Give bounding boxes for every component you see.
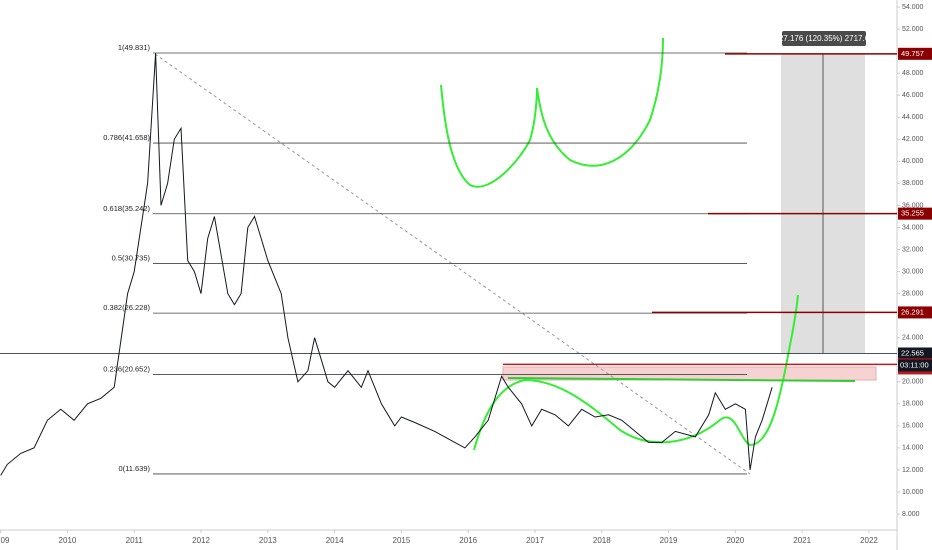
- fib-label: 1(49.831): [118, 43, 151, 52]
- y-tick-label: 16.000: [902, 423, 924, 430]
- y-tick-label: 38.000: [902, 180, 924, 187]
- trend-line: [154, 53, 751, 475]
- x-tick-label: 2020: [726, 536, 744, 545]
- x-tick-label: 2010: [59, 536, 77, 545]
- y-tick-label: 28.000: [902, 290, 924, 297]
- x-tick-label: 2013: [259, 536, 277, 545]
- y-tick-label: 40.000: [902, 158, 924, 165]
- price-label-box: [898, 47, 932, 60]
- x-tick-label: 2015: [393, 536, 411, 545]
- y-tick-label: 48.000: [902, 70, 924, 77]
- y-tick-label: 10.000: [902, 489, 924, 496]
- x-tick-label: 2016: [459, 536, 477, 545]
- y-tick-label: 54.000: [902, 4, 924, 11]
- y-tick-label: 34.000: [902, 224, 924, 231]
- price-label-box: [898, 306, 932, 319]
- y-tick-label: 24.000: [902, 335, 924, 342]
- y-tick-label: 44.000: [902, 114, 924, 121]
- x-tick-label: 2021: [793, 536, 811, 545]
- y-tick-label: 30.000: [902, 268, 924, 275]
- drawing: [473, 294, 799, 451]
- fib-label: 0.5(30.735): [112, 253, 151, 262]
- y-tick-label: 8.000: [902, 511, 920, 518]
- fib-label: 0.382(26.228): [103, 303, 150, 312]
- measure-box: [782, 31, 866, 46]
- fib-label: 0.786(41.658): [103, 133, 150, 142]
- fib-label: 0.618(35.242): [103, 204, 150, 213]
- x-tick-label: 2014: [326, 536, 344, 545]
- countdown: 03:11:00: [900, 360, 929, 369]
- fib-label: 0.236(20.652): [103, 365, 150, 374]
- price-label-box: [898, 347, 932, 360]
- drawing: [507, 377, 856, 382]
- y-tick-label: 18.000: [902, 401, 924, 408]
- price-label: 22.565: [901, 348, 924, 357]
- y-tick-label: 46.000: [902, 92, 924, 99]
- x-tick-label: 09: [1, 536, 10, 545]
- x-tick-label: 2018: [593, 536, 611, 545]
- price-label: 35.255: [901, 209, 924, 218]
- countdown-box: [898, 359, 932, 372]
- fib-label: 0(11.639): [118, 464, 150, 473]
- price-line: [0, 53, 773, 476]
- price-label: 26.291: [901, 307, 924, 316]
- y-tick-label: 20.000: [902, 379, 924, 386]
- y-tick-label: 12.000: [902, 467, 924, 474]
- y-tick-label: 32.000: [902, 246, 924, 253]
- price-label-box: [898, 207, 932, 220]
- price-label: 49.757: [901, 49, 924, 58]
- measure-label: 27.176 (120.35%) 2717.6: [779, 34, 870, 43]
- x-tick-label: 2012: [192, 536, 210, 545]
- drawing: [440, 37, 664, 188]
- x-tick-label: 2011: [126, 536, 144, 545]
- y-tick-label: 52.000: [902, 26, 924, 33]
- x-tick-label: 2022: [860, 536, 878, 545]
- y-tick-label: 42.000: [902, 136, 924, 143]
- y-tick-label: 14.000: [902, 445, 924, 452]
- y-tick-label: 36.000: [902, 202, 924, 209]
- x-tick-label: 2017: [526, 536, 544, 545]
- x-tick-label: 2019: [660, 536, 678, 545]
